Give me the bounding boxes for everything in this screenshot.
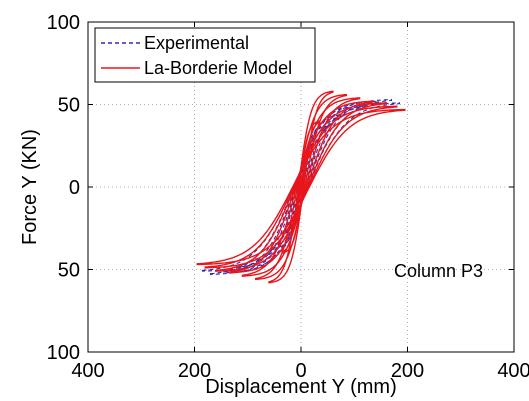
- x-axis-label: Displacement Y (mm): [205, 376, 397, 398]
- x-tick-label-1: 200: [178, 360, 211, 382]
- y-axis-label: Force Y (KN): [19, 129, 41, 245]
- y-tick-label-4: 100: [47, 342, 80, 364]
- x-tick-label-4: 400: [497, 360, 529, 382]
- x-tick-label-2: 0: [295, 360, 306, 382]
- legend-label-la-borderie-model: La-Borderie Model: [144, 58, 292, 78]
- legend-box: [94, 27, 316, 83]
- y-tick-label-2: 0: [69, 177, 80, 199]
- y-tick-label-0: 100: [47, 12, 80, 34]
- series-1-cycle-6: [215, 102, 387, 272]
- annotation-column-p3: Column P3: [394, 261, 483, 281]
- series-0-cycle-5: [209, 98, 393, 276]
- x-tick-label-3: 200: [391, 360, 424, 382]
- series-0-cycle-3: [239, 105, 363, 269]
- series-1-cycle-8: [196, 108, 406, 266]
- legend: Experimental La-Borderie Model: [94, 27, 316, 83]
- series-1-cycle-3: [255, 93, 347, 281]
- x-tick-label-0: 400: [71, 360, 104, 382]
- series-1-cycle-5: [228, 100, 374, 274]
- legend-label-experimental: Experimental: [144, 33, 249, 53]
- y-tick-label-3: 50: [58, 260, 80, 282]
- y-tick-label-1: 50: [58, 95, 80, 117]
- series-1-cycle-7: [204, 105, 398, 269]
- curves: [196, 90, 406, 284]
- series-1: [196, 90, 406, 284]
